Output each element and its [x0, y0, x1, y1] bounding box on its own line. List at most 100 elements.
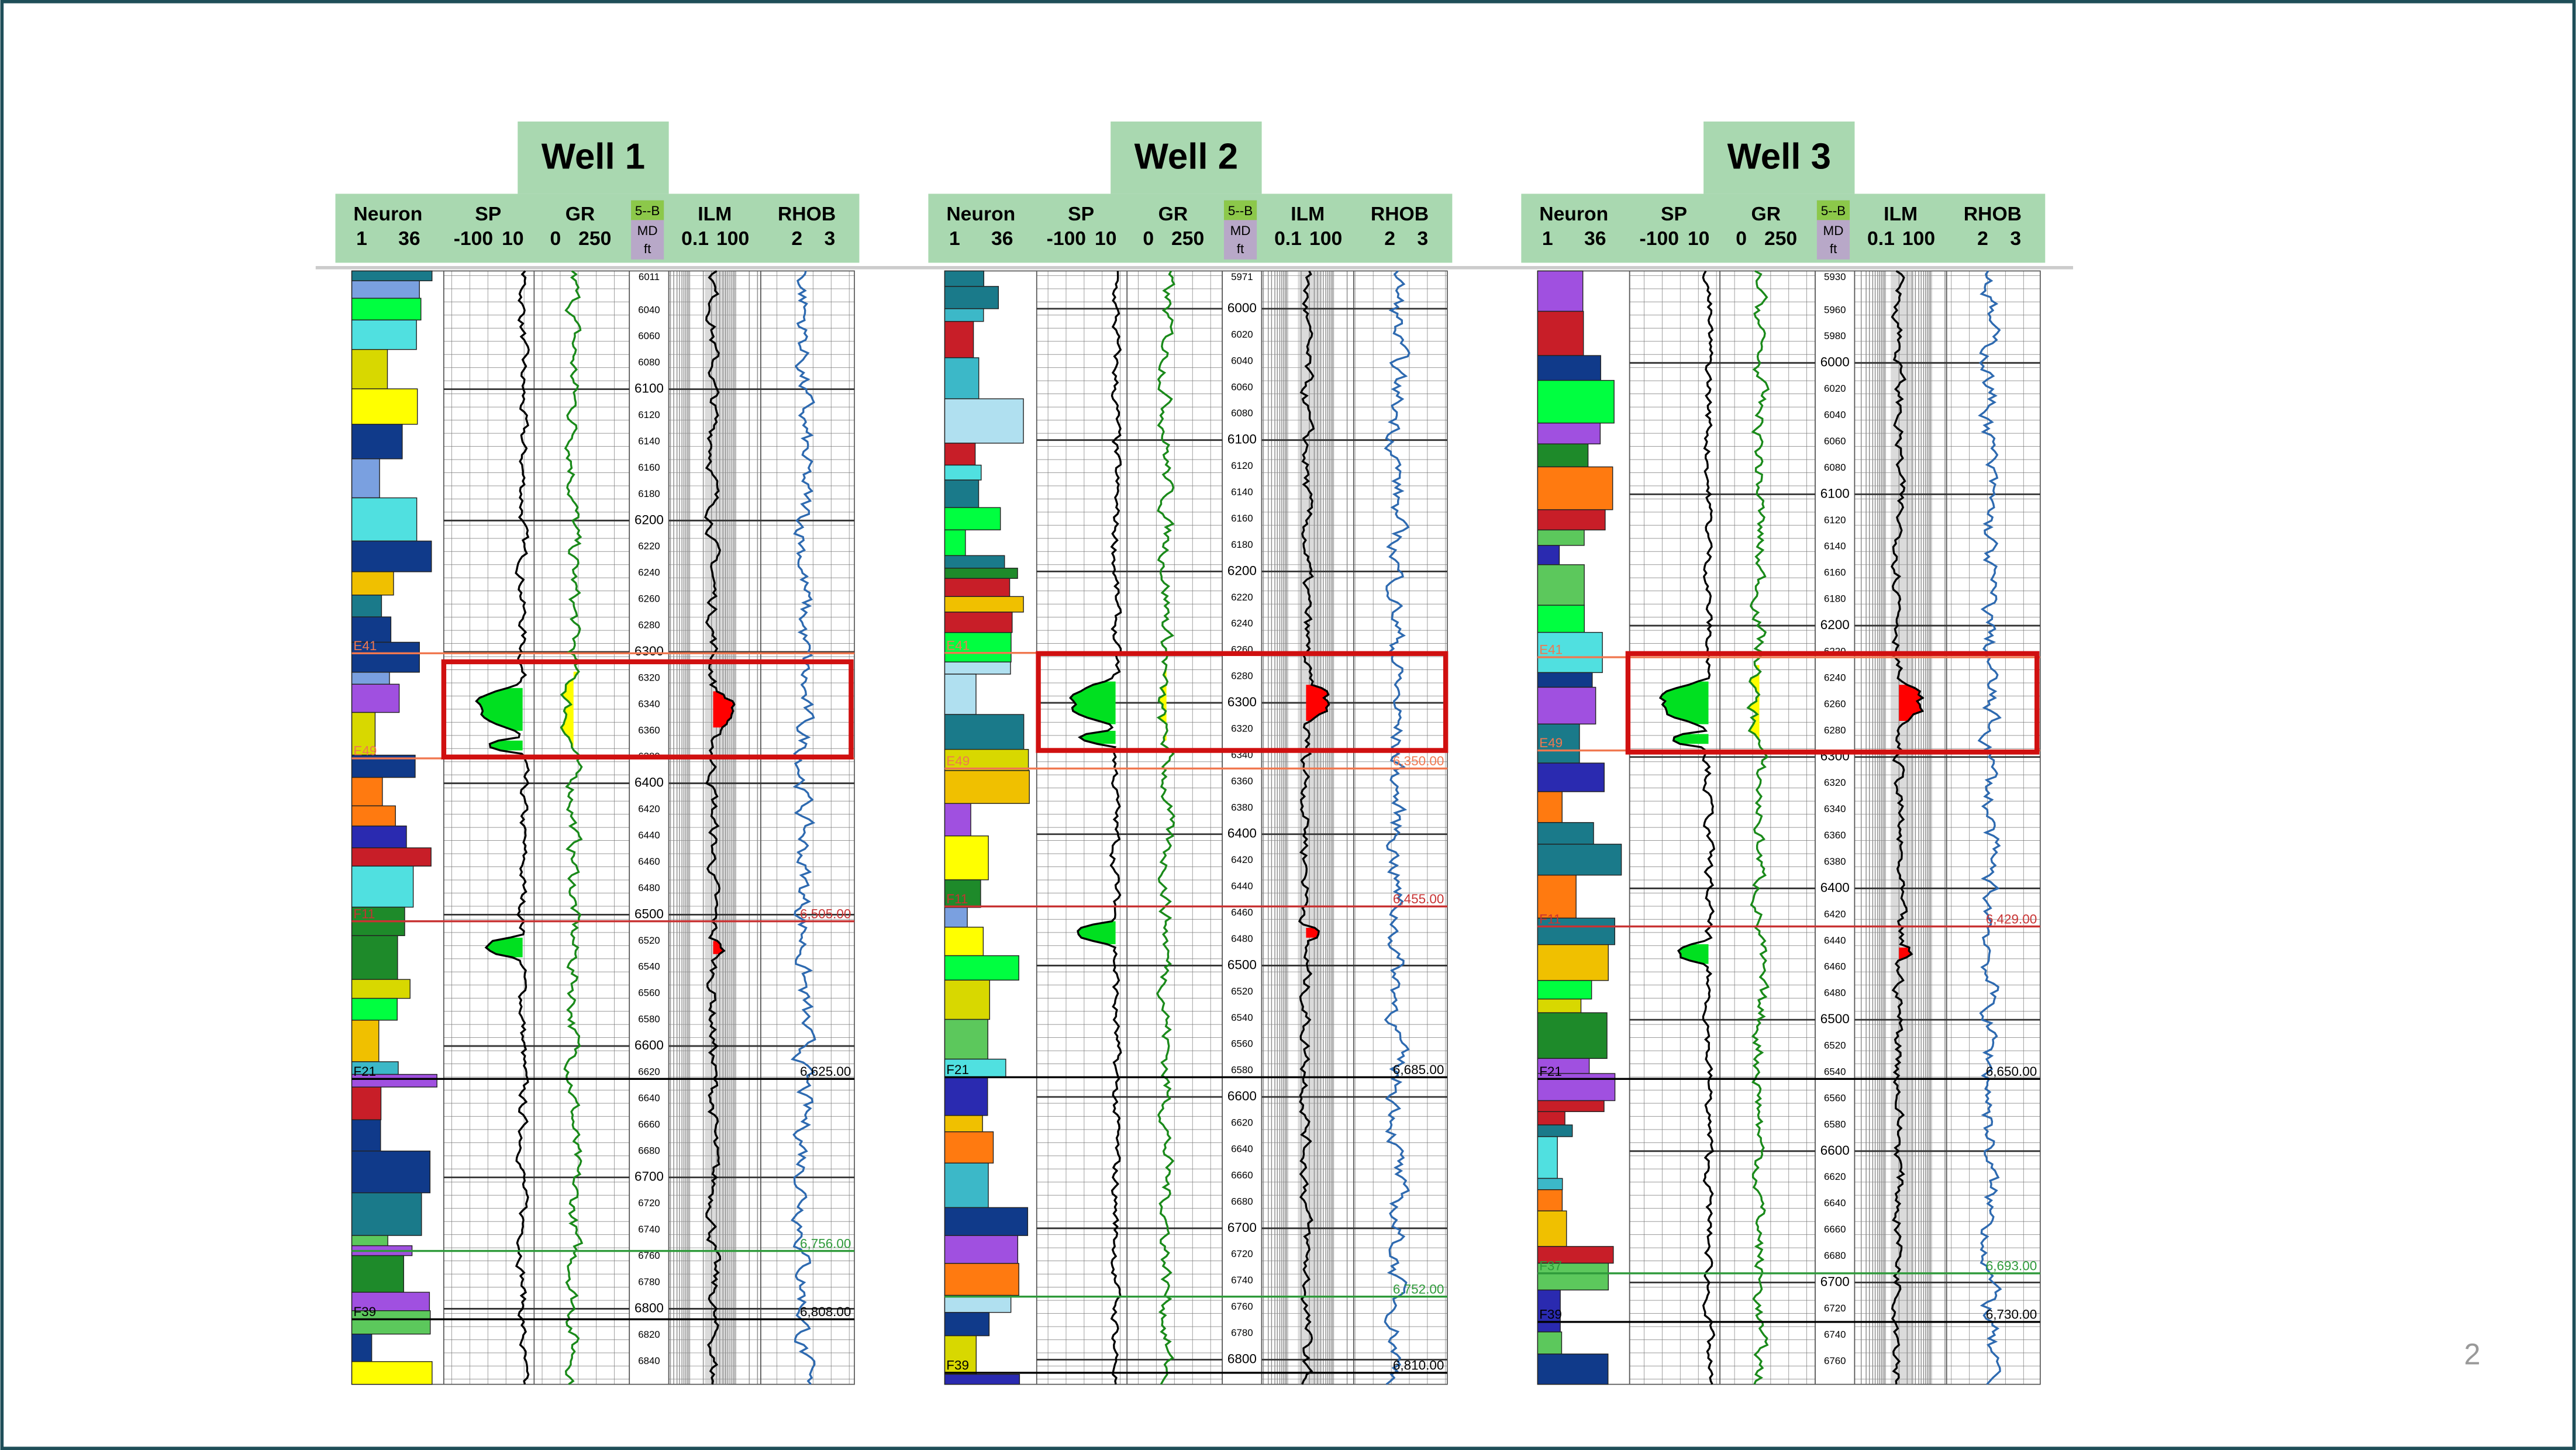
- depth-label: 6080: [638, 357, 660, 368]
- lithology-block: [1537, 466, 1613, 510]
- lithology-block: [1537, 379, 1615, 424]
- lithology-block: [351, 497, 418, 542]
- lithology-block: [1537, 875, 1577, 919]
- depth-label: 6020: [1231, 329, 1253, 340]
- track-name: RHOB: [778, 203, 836, 225]
- depth-label: 6680: [1824, 1250, 1846, 1261]
- depth-label: 6660: [1231, 1169, 1253, 1180]
- formation-depth: 6,693.00: [1986, 1258, 2037, 1273]
- depth-label: 6280: [638, 620, 660, 631]
- track: [1261, 270, 1354, 1385]
- depth-label: 6240: [1824, 672, 1846, 683]
- depth-label: 6140: [1231, 486, 1253, 498]
- curve-fill: [486, 937, 523, 958]
- track: [1854, 270, 1947, 1385]
- depth-label: 6460: [638, 856, 660, 867]
- depth-label: 6680: [1231, 1196, 1253, 1207]
- track-scale-max: 36: [991, 227, 1013, 250]
- lithology-block: [1537, 1111, 1565, 1126]
- curve: [1068, 271, 1122, 1385]
- depth-label: 6800: [1227, 1351, 1257, 1366]
- md-header-top: [1816, 200, 1850, 220]
- lithology-block: [944, 308, 984, 322]
- lithology-block: [1537, 310, 1584, 356]
- lithology-block: [1537, 1331, 1563, 1355]
- lithology-block: [351, 349, 388, 389]
- formation-depth: 6,730.00: [1986, 1307, 2037, 1322]
- lithology-block: [351, 712, 376, 756]
- track-name: GR: [1158, 203, 1188, 225]
- track-scale-min: -100: [1640, 227, 1679, 250]
- formation-depth: 6,650.00: [1986, 1064, 2037, 1079]
- depth-label: 6180: [1824, 593, 1846, 605]
- depth-label: 6160: [638, 462, 660, 473]
- depth-label: 6760: [1231, 1301, 1253, 1312]
- track-name: GR: [565, 203, 595, 225]
- depth-label: 6640: [1824, 1197, 1846, 1209]
- track-scale-max: 100: [1309, 227, 1342, 250]
- lithology-block: [944, 321, 974, 358]
- formation-name: F11: [946, 892, 968, 906]
- depth-label: 6300: [1227, 695, 1257, 709]
- highlight-box: [1036, 651, 1449, 753]
- lithology-block: [944, 907, 968, 928]
- lithology-block: [944, 443, 976, 466]
- lithology-block: [351, 776, 383, 807]
- curve-fill: [1673, 734, 1709, 744]
- md-header-top: [1223, 200, 1257, 220]
- lithology-block: [1537, 917, 1615, 945]
- md-header-sub: ft: [1237, 241, 1244, 256]
- depth-label: 6360: [638, 724, 660, 736]
- track-scale-min: 0: [1736, 227, 1747, 250]
- depth-label: 6780: [638, 1276, 660, 1287]
- lithology-block: [351, 280, 420, 299]
- lithology-block: [944, 979, 991, 1020]
- lithology-block: [1537, 998, 1582, 1013]
- depth-label: 6640: [1231, 1143, 1253, 1154]
- formation-name: F39: [1539, 1307, 1562, 1322]
- md-header-label: 5--B: [1228, 203, 1253, 218]
- lithology-block: [351, 616, 392, 643]
- lithology-block: [944, 612, 1013, 633]
- lithology-block: [944, 1294, 1012, 1313]
- lithology-block: [944, 286, 999, 309]
- track-name: Neuron: [946, 203, 1015, 225]
- curve: [1977, 270, 2002, 1385]
- depth-label: 6080: [1231, 408, 1253, 419]
- lithology-block: [944, 661, 1011, 675]
- lithology-block: [1537, 1289, 1561, 1332]
- depth-label: 6500: [1820, 1011, 1850, 1026]
- track-scale-max: 250: [1171, 227, 1204, 250]
- lithology-block: [944, 596, 1024, 613]
- lithology-block: [1537, 1100, 1605, 1112]
- depth-label: 6420: [1824, 909, 1846, 920]
- lithology-block: [944, 398, 1024, 444]
- track-scale-min: 0.1: [1867, 227, 1895, 250]
- track-scale-min: 1: [949, 227, 960, 250]
- depth-label: 6540: [1824, 1066, 1846, 1077]
- depth-label: 6820: [638, 1329, 660, 1340]
- lithology-block: [944, 479, 980, 508]
- lithology-block: [944, 1373, 1020, 1385]
- formation-name: F21: [1539, 1064, 1562, 1079]
- formation-name: F11: [353, 906, 375, 921]
- depth-label: 6460: [1231, 907, 1253, 918]
- track-scale-max: 10: [502, 227, 523, 250]
- track-name: RHOB: [1964, 203, 2022, 225]
- depth-label: 5971: [1231, 271, 1253, 282]
- formation-name: E49: [353, 744, 377, 758]
- track-scale-min: 0.1: [1274, 227, 1302, 250]
- formation-depth: 6,429.00: [1986, 912, 2037, 926]
- track-scale-max: 3: [2010, 227, 2021, 250]
- track: [1719, 270, 1816, 1385]
- depth-label: 6100: [634, 381, 664, 396]
- lithology-block: [1537, 355, 1601, 381]
- depth-label: 6120: [638, 409, 660, 420]
- formation-name: F21: [946, 1062, 969, 1077]
- depth-label: 6580: [1824, 1118, 1846, 1130]
- lithology-block: [351, 1235, 388, 1247]
- lithology-block: [351, 319, 417, 350]
- depth-label: 6520: [1231, 986, 1253, 997]
- lithology-block: [1537, 1124, 1573, 1137]
